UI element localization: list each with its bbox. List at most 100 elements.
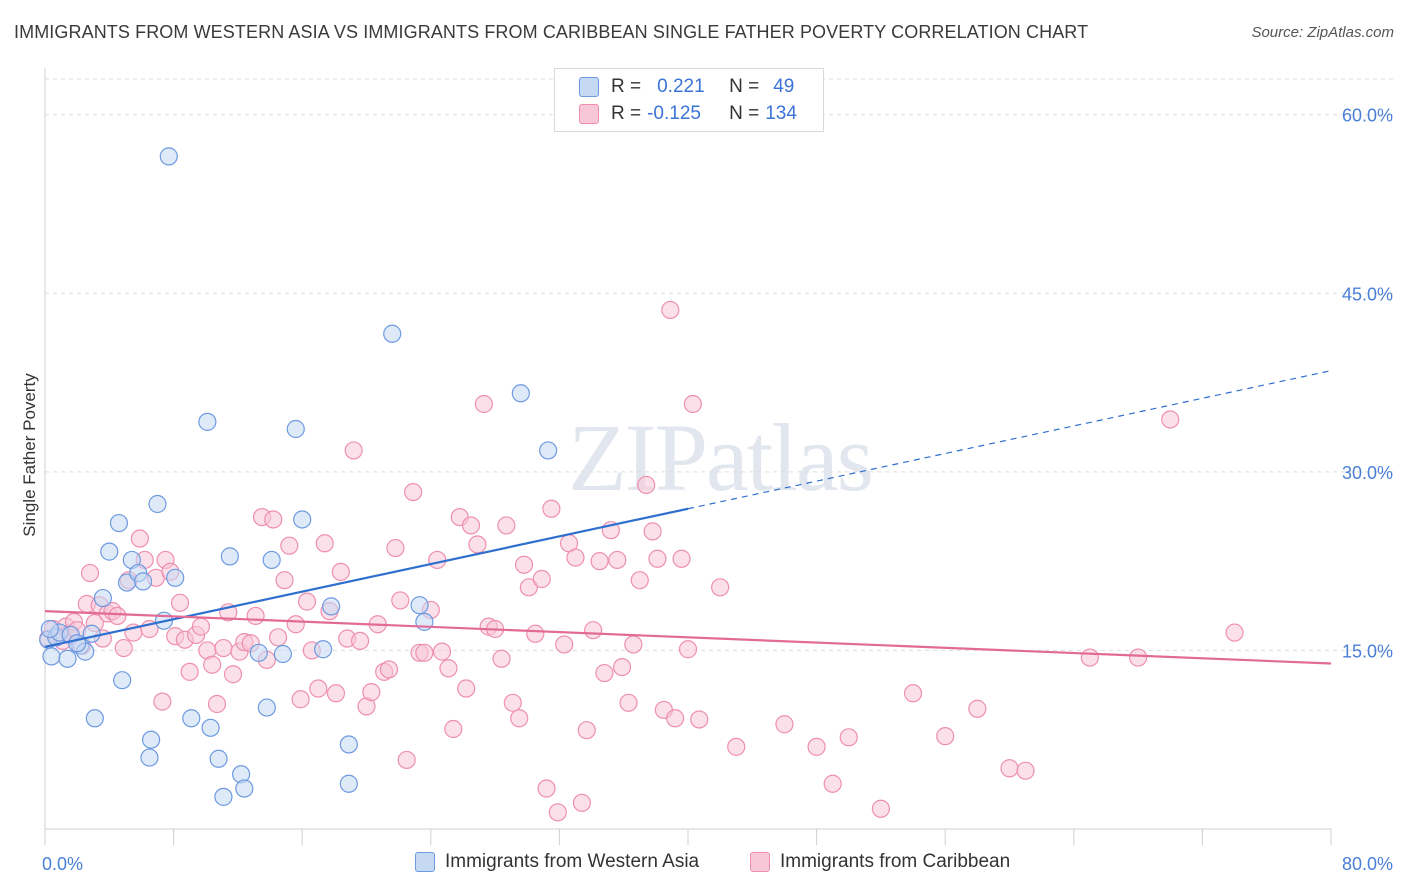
chart-title: IMMIGRANTS FROM WESTERN ASIA VS IMMIGRAN… [14,22,1089,42]
x-tick-label: 0.0% [42,854,83,874]
western-asia-points [39,147,558,806]
caribbean-point [577,721,596,740]
western-asia-point [214,787,233,806]
caribbean-point [542,499,561,518]
caribbean-point [595,663,614,683]
caribbean-point [661,300,680,320]
western-asia-point [40,619,59,639]
caribbean-point [548,803,567,822]
western-asia-point [140,748,159,767]
legend-label: Immigrants from Caribbean [780,851,1011,872]
caribbean-point [315,534,334,553]
caribbean-point [214,638,233,658]
r-label: R = [611,76,642,97]
western-asia-point [313,640,333,659]
caribbean-point [386,538,405,558]
y-tick-label: 60.0% [1342,106,1393,126]
caribbean-point [432,642,452,661]
western-asia-point [235,779,254,798]
western-asia-point [159,147,178,166]
western-asia-point [209,749,228,768]
legend-label: Immigrants from Western Asia [445,851,700,872]
caribbean-point [428,550,447,570]
western-asia-point [257,698,276,717]
western-asia-point [273,644,293,664]
caribbean-point [275,571,294,590]
western-asia-point [93,588,112,608]
caribbean-point [643,522,662,541]
caribbean-point [711,578,730,597]
caribbean-point [1161,410,1180,429]
source-label: Source: ZipAtlas.com [1251,24,1394,41]
western-asia-point [322,597,341,616]
caribbean-point [264,510,283,529]
n-value: 134 [765,103,797,124]
r-value: -0.125 [647,103,701,124]
western-asia-point [166,568,185,587]
western-asia-point [383,324,402,343]
western-asia-point [339,735,358,754]
r-label: R = [611,103,642,124]
western-asia-trend-line [44,507,689,648]
caribbean-point [1225,623,1244,642]
caribbean-point [1016,761,1035,780]
caribbean-point [391,591,410,610]
caribbean-point [566,548,585,567]
caribbean-point [108,606,127,626]
caribbean-point [666,709,685,728]
western-asia-point [262,550,281,570]
grid-lines [45,78,1395,651]
legend-item-caribbean: Immigrants from Caribbean [750,851,1010,873]
caribbean-point [180,662,199,681]
tick-labels: 15.0% 30.0% 45.0% 60.0% 0.0% 80.0% [42,106,1393,874]
caribbean-point [268,628,288,647]
caribbean-point [823,774,842,793]
western-asia-point [410,596,429,615]
western-asia-point [339,774,358,793]
western-asia-point [109,513,129,533]
n-value: 49 [773,76,795,97]
caribbean-point [555,635,574,654]
blue-swatch [579,77,599,97]
caribbean-point [526,624,545,643]
caribbean-point [510,709,529,728]
correlation-legend: R = 0.221 N = 49 R = -0.125 N = 134 [554,68,824,132]
caribbean-point [637,475,656,495]
pink-swatch [750,852,770,872]
caribbean-point [903,684,923,703]
caribbean-point [619,693,638,712]
caribbean-point [439,659,458,678]
caribbean-point [497,516,516,535]
caribbean-point [457,679,476,698]
caribbean-point [678,640,698,659]
legend-row-caribbean: R = -0.125 N = 134 [579,102,797,126]
caribbean-point [297,592,317,611]
western-asia-point [85,709,104,728]
western-asia-point [220,547,239,566]
caribbean-point [344,441,363,460]
caribbean-point [608,550,627,570]
caribbean-point [514,555,534,574]
caribbean-point [807,737,826,756]
caribbean-point [404,482,423,502]
caribbean-point [1080,648,1099,667]
caribbean-point [624,635,643,654]
caribbean-point [775,715,794,734]
western-asia-point [113,671,132,690]
legend-row-western-asia: R = 0.221 N = 49 [579,75,794,99]
caribbean-trend-line [44,610,1332,665]
caribbean-point [415,643,434,662]
caribbean-point [839,728,858,747]
western-asia-point [141,730,161,749]
caribbean-point [350,631,370,651]
caribbean-point [590,552,609,571]
caribbean-point [672,549,691,568]
caribbean-point [474,394,493,414]
blue-swatch [415,852,435,872]
caribbean-point [537,779,556,798]
western-asia-point [82,624,101,643]
western-asia-point [249,643,268,662]
caribbean-points [39,300,1244,822]
caribbean-point [584,621,603,640]
caribbean-point [379,660,399,679]
